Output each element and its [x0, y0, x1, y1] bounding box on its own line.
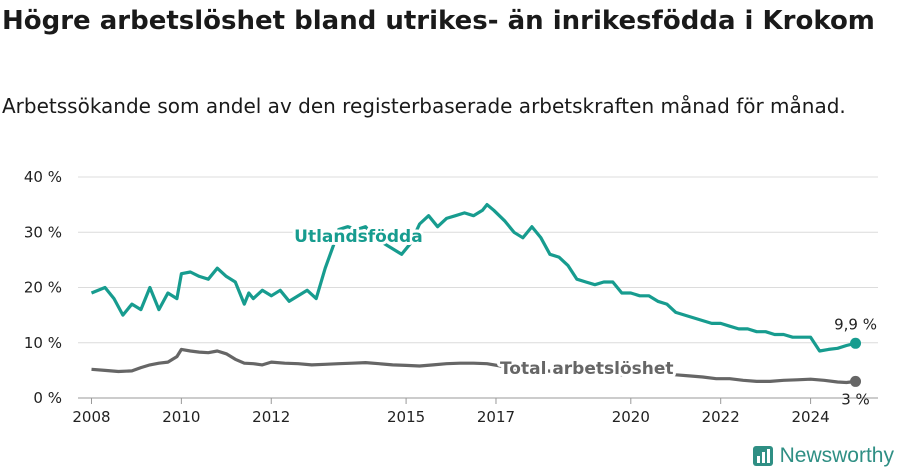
- series-end-label: 3 %: [841, 390, 870, 408]
- y-tick-label: 20 %: [24, 279, 62, 297]
- x-tick-label: 2017: [477, 408, 515, 426]
- series-line: [90, 203, 856, 353]
- x-axis: 2008 2010 2012 2015 2017 2020 2022 2024: [72, 398, 830, 426]
- x-tick-label: 2020: [612, 408, 650, 426]
- y-tick-label: 0 %: [33, 389, 62, 407]
- x-tick-label: 2015: [387, 408, 425, 426]
- series-end-label: 9,9 %: [834, 315, 877, 333]
- chart-subtitle: Arbetssökande som andel av den registerb…: [2, 94, 846, 118]
- grid: [78, 176, 878, 399]
- series-labels: 9,9 % 3 % Utlandsfödda Total arbetslöshet: [291, 224, 877, 408]
- series-end-marker: [850, 375, 862, 387]
- series-line: [91, 347, 856, 385]
- x-tick-label: 2022: [702, 408, 740, 426]
- y-axis: 0 % 10 % 20 % 30 % 40 %: [24, 168, 62, 407]
- x-tick-label: 2024: [791, 408, 829, 426]
- newsworthy-logo-icon: [752, 446, 773, 466]
- y-tick-label: 10 %: [24, 334, 62, 352]
- brand-logo: Newsworthy: [752, 444, 894, 468]
- x-tick-label: 2012: [252, 408, 290, 426]
- chart-title: Högre arbetslöshet bland utrikes- än inr…: [2, 6, 875, 36]
- series-lines: [90, 203, 862, 387]
- series-name-label: Total arbetslöshet: [500, 359, 674, 379]
- x-tick-label: 2010: [162, 408, 200, 426]
- series-name-label: Utlandsfödda: [294, 227, 423, 247]
- series-end-marker: [850, 337, 862, 349]
- x-tick-label: 2008: [72, 408, 110, 426]
- y-tick-label: 30 %: [24, 223, 62, 241]
- brand-name: Newsworthy: [779, 444, 894, 467]
- y-tick-label: 40 %: [24, 168, 62, 186]
